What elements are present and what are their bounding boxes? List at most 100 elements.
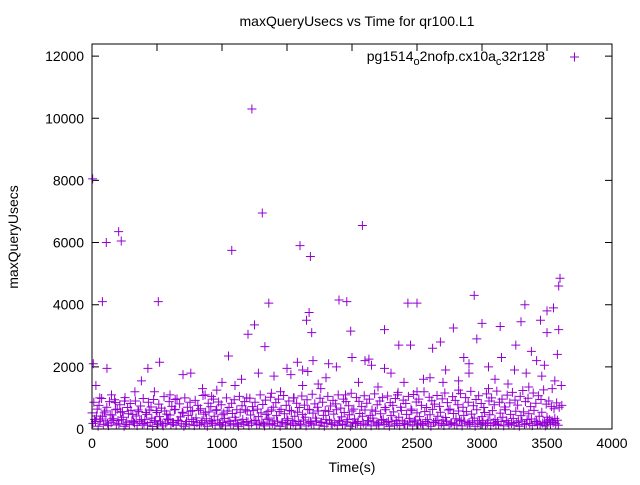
data-point <box>224 351 233 361</box>
data-point <box>373 418 383 428</box>
data-point <box>327 420 337 430</box>
data-point <box>516 411 526 421</box>
data-point <box>130 396 140 406</box>
x-tick-label: 3000 <box>466 435 497 451</box>
data-point <box>423 419 433 429</box>
data-point <box>404 413 414 423</box>
data-point <box>323 391 333 401</box>
data-point <box>554 281 564 291</box>
data-point <box>394 412 404 422</box>
data-point <box>206 402 216 412</box>
data-point <box>448 392 458 402</box>
data-point <box>442 398 452 408</box>
data-point <box>164 397 174 407</box>
data-point <box>412 387 422 397</box>
data-point <box>491 419 501 429</box>
chart-title: maxQueryUsecs vs Time for qr100.L1 <box>240 13 475 29</box>
data-point <box>199 409 209 419</box>
data-point <box>428 404 438 414</box>
data-point <box>138 394 148 404</box>
data-point <box>454 406 464 416</box>
data-point <box>520 420 530 430</box>
data-point <box>485 410 495 420</box>
data-point <box>118 412 128 422</box>
data-point <box>313 406 323 416</box>
data-point <box>468 416 478 426</box>
data-point <box>274 407 284 417</box>
data-point <box>266 392 276 402</box>
data-point <box>259 418 269 428</box>
data-point <box>298 380 308 390</box>
data-point <box>187 414 197 424</box>
data-point <box>414 394 424 404</box>
data-point <box>419 374 428 384</box>
data-point <box>211 405 221 415</box>
data-point <box>468 401 478 411</box>
data-point <box>240 397 250 407</box>
data-point <box>253 368 263 378</box>
data-point <box>381 405 391 415</box>
data-point <box>448 323 458 333</box>
data-point <box>276 404 286 414</box>
data-point <box>380 403 390 413</box>
data-point <box>210 420 220 430</box>
data-point <box>443 405 453 415</box>
data-point <box>475 419 485 429</box>
data-point <box>401 399 411 409</box>
data-point <box>286 406 296 416</box>
data-point <box>432 390 442 400</box>
data-point <box>188 406 198 416</box>
data-point <box>405 417 415 427</box>
data-point <box>438 377 448 387</box>
data-point <box>360 356 370 366</box>
data-point <box>134 407 144 417</box>
data-point <box>340 420 350 430</box>
data-point <box>484 362 493 372</box>
data-point <box>367 360 376 370</box>
data-point <box>320 405 330 415</box>
plot-border <box>91 43 613 430</box>
data-point <box>264 413 274 423</box>
data-point <box>435 407 445 417</box>
x-tick-label: 2000 <box>336 435 367 451</box>
data-point <box>497 353 506 363</box>
data-point <box>232 405 242 415</box>
data-point <box>458 402 468 412</box>
data-point <box>552 349 562 359</box>
data-point <box>102 363 112 373</box>
data-point <box>130 387 140 397</box>
data-point <box>490 374 500 384</box>
data-point <box>497 394 507 404</box>
data-point <box>180 393 190 403</box>
data-point <box>278 417 288 427</box>
data-point <box>549 404 559 414</box>
data-point <box>191 413 201 423</box>
data-point <box>114 227 124 237</box>
data-point <box>231 415 241 425</box>
data-point <box>471 394 481 404</box>
data-point <box>207 391 217 401</box>
data-point <box>270 420 280 430</box>
data-point <box>316 384 326 394</box>
data-point <box>505 398 515 408</box>
data-point <box>229 395 239 405</box>
data-point <box>186 368 196 378</box>
x-tick-label: 2500 <box>401 435 432 451</box>
data-point <box>361 420 371 430</box>
data-point <box>292 407 302 417</box>
data-point <box>200 390 210 400</box>
data-point <box>217 410 227 420</box>
data-point <box>346 326 356 336</box>
data-point <box>347 406 357 416</box>
data-point <box>298 365 308 375</box>
data-point <box>109 415 119 425</box>
data-point <box>331 362 341 372</box>
data-point <box>212 405 222 415</box>
data-point <box>480 408 490 418</box>
data-point <box>537 371 547 381</box>
data-point <box>325 401 335 411</box>
data-point <box>481 389 491 399</box>
data-point <box>341 397 351 407</box>
data-point <box>477 318 487 328</box>
data-point <box>143 397 153 407</box>
